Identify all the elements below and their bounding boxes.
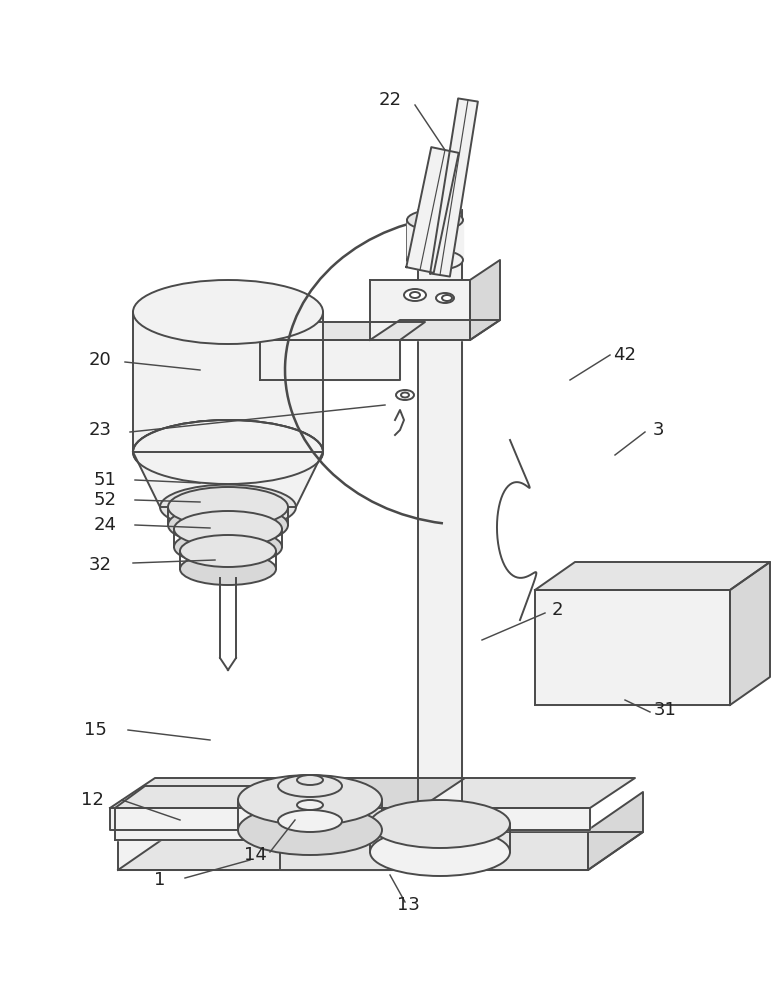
Text: 13: 13 — [397, 896, 419, 914]
Polygon shape — [118, 832, 643, 870]
Ellipse shape — [160, 485, 296, 529]
Ellipse shape — [133, 420, 323, 484]
Text: 14: 14 — [244, 846, 267, 864]
Polygon shape — [260, 322, 425, 340]
Polygon shape — [115, 786, 325, 808]
Polygon shape — [110, 808, 590, 830]
Text: 12: 12 — [81, 791, 103, 809]
Ellipse shape — [168, 505, 288, 545]
Ellipse shape — [168, 487, 288, 527]
Polygon shape — [118, 830, 588, 870]
Ellipse shape — [370, 800, 510, 848]
Ellipse shape — [174, 511, 282, 547]
Polygon shape — [115, 808, 295, 840]
Polygon shape — [730, 562, 770, 705]
Ellipse shape — [278, 775, 342, 797]
Text: 3: 3 — [652, 421, 664, 439]
Text: 1: 1 — [154, 871, 165, 889]
Ellipse shape — [297, 775, 323, 785]
Polygon shape — [295, 786, 325, 840]
Ellipse shape — [238, 805, 382, 855]
Text: 15: 15 — [84, 721, 107, 739]
Polygon shape — [370, 320, 500, 340]
Ellipse shape — [174, 529, 282, 565]
Ellipse shape — [370, 828, 510, 876]
Polygon shape — [406, 147, 459, 273]
Ellipse shape — [278, 810, 342, 832]
Polygon shape — [370, 280, 470, 340]
Text: 22: 22 — [379, 91, 401, 109]
Polygon shape — [418, 210, 462, 808]
Text: 52: 52 — [93, 491, 117, 509]
Ellipse shape — [407, 250, 463, 270]
Polygon shape — [133, 452, 323, 507]
Polygon shape — [588, 792, 643, 870]
Polygon shape — [535, 590, 730, 705]
Ellipse shape — [297, 800, 323, 810]
Polygon shape — [280, 778, 465, 808]
Ellipse shape — [180, 553, 276, 585]
Ellipse shape — [180, 535, 276, 567]
Polygon shape — [110, 778, 635, 808]
Text: 51: 51 — [93, 471, 117, 489]
Ellipse shape — [404, 289, 426, 301]
Ellipse shape — [396, 390, 414, 400]
Ellipse shape — [133, 280, 323, 344]
Text: 24: 24 — [93, 516, 117, 534]
Polygon shape — [280, 808, 420, 870]
Text: 2: 2 — [551, 601, 563, 619]
Text: 42: 42 — [614, 346, 637, 364]
Polygon shape — [260, 340, 400, 380]
Ellipse shape — [436, 293, 454, 303]
Polygon shape — [535, 562, 770, 590]
Text: 23: 23 — [89, 421, 111, 439]
Text: 20: 20 — [89, 351, 111, 369]
Ellipse shape — [133, 420, 323, 484]
Text: 32: 32 — [89, 556, 111, 574]
Polygon shape — [407, 220, 463, 260]
Ellipse shape — [407, 210, 463, 230]
Text: 31: 31 — [654, 701, 677, 719]
Ellipse shape — [238, 775, 382, 825]
Polygon shape — [133, 312, 323, 452]
Polygon shape — [470, 260, 500, 340]
Polygon shape — [430, 98, 478, 277]
